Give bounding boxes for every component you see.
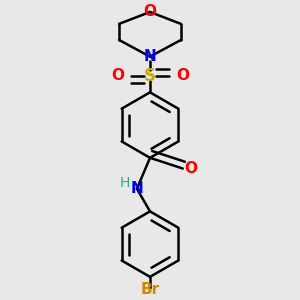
Text: O: O (143, 4, 157, 20)
Text: S: S (144, 67, 156, 85)
Text: O: O (184, 161, 197, 176)
Text: N: N (144, 49, 156, 64)
Text: N: N (130, 181, 143, 196)
Text: O: O (176, 68, 189, 83)
Text: H: H (120, 176, 130, 190)
Text: Br: Br (140, 283, 160, 298)
Text: O: O (111, 68, 124, 83)
